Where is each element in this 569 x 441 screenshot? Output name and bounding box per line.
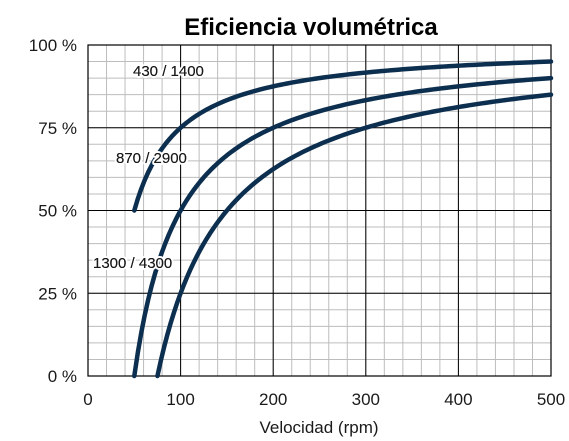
series-line <box>132 75 554 379</box>
x-axis-label: Velocidad (rpm) <box>259 418 378 437</box>
tick-labels: 0 100 200 300 400 500 0 % 25 % 50 % 75 % 100 % <box>29 36 565 409</box>
x-tick-label: 100 <box>166 390 194 409</box>
series-label: 870 / 2900 <box>116 150 187 167</box>
y-tick-label: 25 % <box>38 284 77 303</box>
series-label: 1300 / 4300 <box>93 255 172 272</box>
x-tick-label: 400 <box>444 390 472 409</box>
y-tick-label: 100 % <box>29 36 77 55</box>
x-tick-label: 0 <box>83 390 92 409</box>
chart-title: Eficiencia volumétrica <box>184 14 438 41</box>
series-lines <box>132 59 554 379</box>
x-tick-label: 500 <box>537 390 565 409</box>
grid <box>87 44 552 377</box>
y-tick-label: 0 % <box>48 367 77 386</box>
y-tick-label: 75 % <box>38 119 77 138</box>
series-label-halo: 870 / 2900 <box>116 150 187 167</box>
x-tick-label: 200 <box>259 390 287 409</box>
series-label: 430 / 1400 <box>133 63 204 80</box>
series-label-halo: 1300 / 4300 <box>93 255 172 272</box>
y-tick-label: 50 % <box>38 202 77 221</box>
series-line <box>155 92 554 379</box>
x-tick-label: 300 <box>352 390 380 409</box>
series-label-halo: 430 / 1400 <box>133 63 204 80</box>
plot-frame <box>87 44 552 377</box>
series-line <box>132 59 554 213</box>
